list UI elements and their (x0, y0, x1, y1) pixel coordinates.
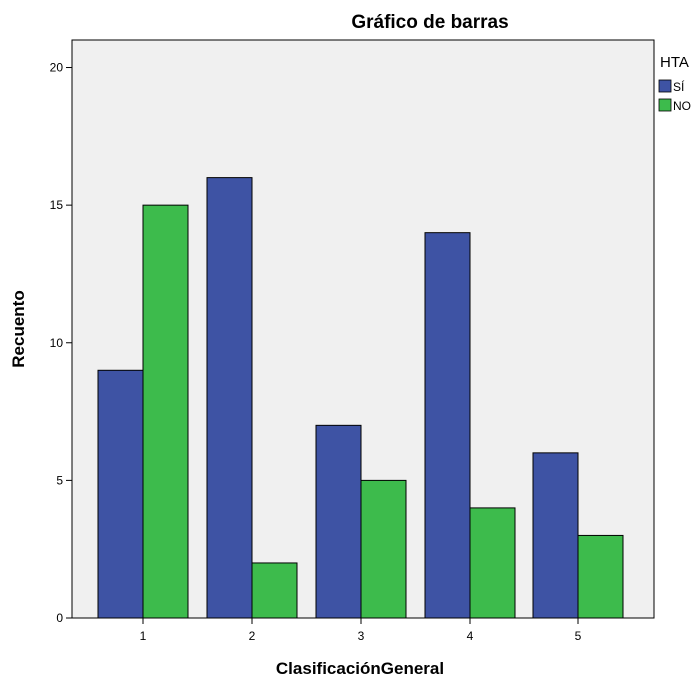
legend-swatch-no (658, 98, 672, 112)
bar-no-cat-3 (360, 479, 407, 619)
y-axis-label: Recuento (9, 290, 28, 367)
bar-si-cat-1 (97, 369, 144, 619)
x-axis: 1 2 3 4 5 (140, 618, 582, 643)
bar-no-cat-5 (577, 534, 624, 619)
y-tick-label-15: 15 (50, 198, 64, 212)
bars-group (97, 177, 624, 619)
bar-si-cat-5 (532, 452, 579, 619)
bar-no-cat-1 (142, 204, 189, 619)
legend-label-si: SÍ (673, 79, 685, 94)
y-tick-label-10: 10 (50, 336, 64, 350)
legend-title: HTA (660, 54, 689, 71)
legend: HTA SÍ NO (658, 54, 691, 113)
bar-si-cat-4 (424, 232, 471, 619)
x-tick-label-4: 4 (467, 629, 474, 643)
x-tick-label-3: 3 (358, 629, 365, 643)
x-tick-label-2: 2 (249, 629, 256, 643)
bar-si-cat-2 (206, 177, 253, 619)
y-tick-label-0: 0 (56, 611, 63, 625)
bar-no-cat-4 (469, 507, 516, 619)
chart-title: Gráfico de barras (351, 12, 508, 33)
y-tick-label-20: 20 (50, 61, 64, 75)
legend-label-no: NO (673, 99, 691, 113)
x-axis-label: ClasificaciónGeneral (276, 659, 444, 678)
legend-swatch-si (658, 79, 672, 93)
bar-no-cat-2 (251, 562, 298, 619)
bar-si-cat-3 (315, 424, 362, 619)
y-axis: 0 5 10 15 20 (50, 61, 72, 625)
x-tick-label-1: 1 (140, 629, 147, 643)
y-tick-label-5: 5 (56, 473, 63, 487)
x-tick-label-5: 5 (575, 629, 582, 643)
